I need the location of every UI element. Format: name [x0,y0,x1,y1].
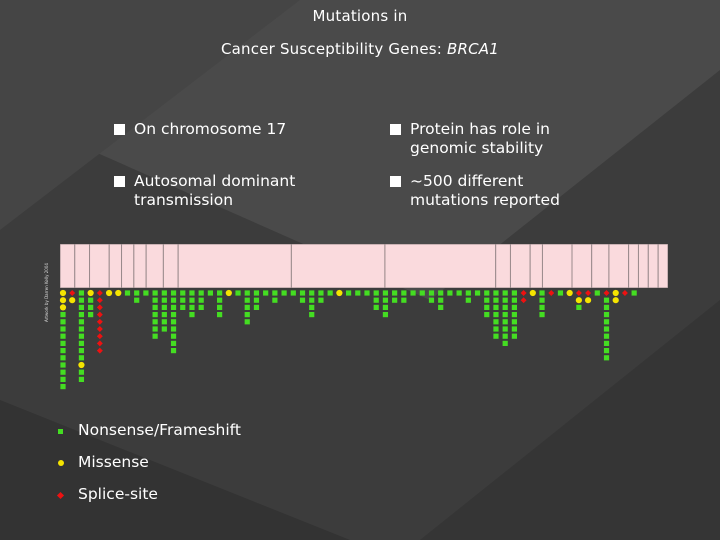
exon-20 [637,244,649,288]
bullet-chromosome: On chromosome 17 [114,120,374,142]
legend-label: Splice-site [78,485,158,503]
artwork-credit: Artwork by Darren Kelly 2004 [44,263,49,322]
bullet-square-icon [390,124,401,135]
exon-18 [608,244,630,288]
legend-label: Missense [78,453,149,471]
title-gene-name: BRCA1 [447,40,500,58]
exon-16 [571,244,593,288]
exon-10 [290,244,386,288]
exon-3 [89,244,110,288]
exon-22 [657,244,668,288]
slide-title-line1: Mutations in [312,7,408,25]
exon-7 [145,244,164,288]
exon-5 [121,244,135,288]
exon-12 [495,244,511,288]
bullet-transmission: Autosomal dominant transmission [114,172,374,214]
slide-title-line2: Cancer Susceptibility Genes: BRCA1 [0,40,720,58]
exon-8 [162,244,179,288]
bullet-square-icon [390,176,401,187]
legend-label: Nonsense/Frameshift [78,421,241,439]
exon-2 [74,244,91,288]
bullet-square-icon [114,176,125,187]
exon-11 [384,244,497,288]
bullet-mutation-count: ~500 different mutations reported [390,172,690,214]
exon-14 [529,244,543,288]
missense-marker-icon [58,460,64,466]
exon-21 [647,244,659,288]
bullet-text: On chromosome 17 [134,120,287,138]
exon-6 [133,244,147,288]
exon-17 [591,244,610,288]
bullet-text: Protein has role in genomic stability [410,120,550,157]
gene-exon-map [60,244,668,288]
exon-15 [541,244,573,288]
exon-19 [628,244,639,288]
exon-4 [108,244,123,288]
title-prefix: Cancer Susceptibility Genes: [220,40,448,58]
bullet-text: ~500 different mutations reported [410,172,560,209]
bullet-text: Autosomal dominant transmission [134,172,296,209]
exon-9 [177,244,292,288]
exon-1 [60,244,76,288]
nonsense-marker-icon [58,429,63,434]
exon-13 [509,244,531,288]
bullet-protein-role: Protein has role in genomic stability [390,120,690,162]
bullet-square-icon [114,124,125,135]
